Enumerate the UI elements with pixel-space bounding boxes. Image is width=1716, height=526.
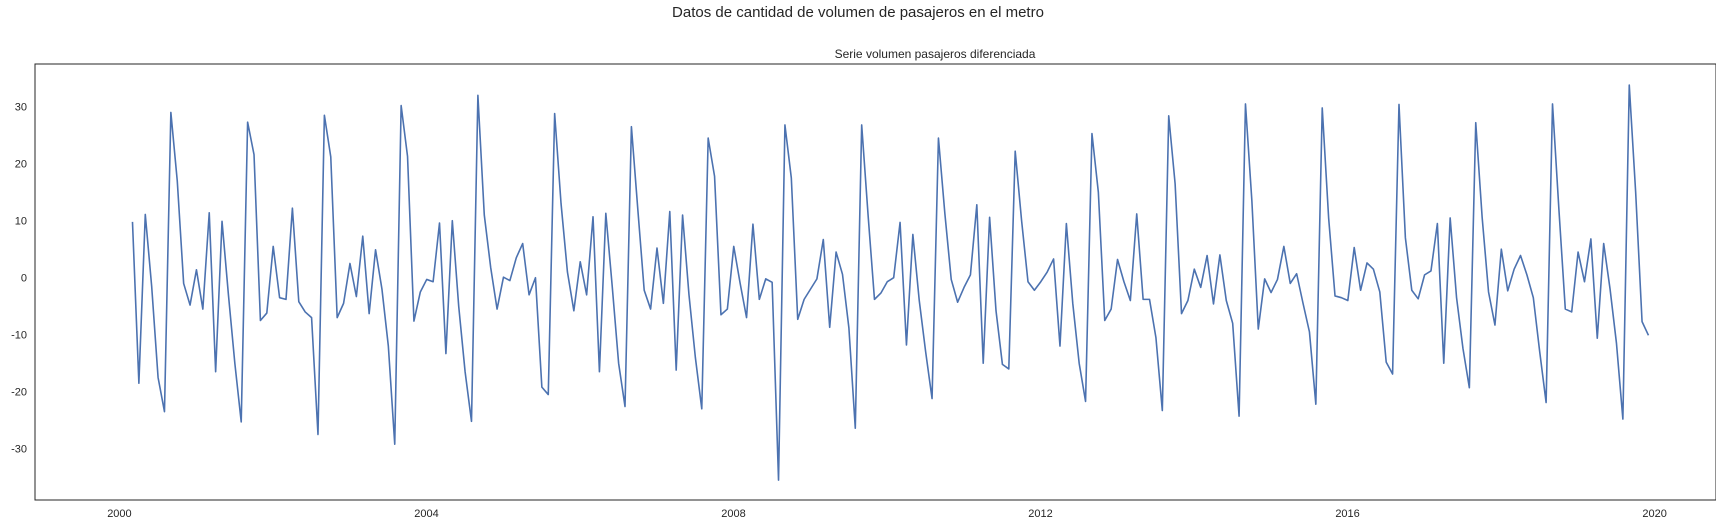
x-tick-label: 2000 [107, 508, 131, 520]
y-tick-label: 10 [15, 216, 27, 228]
x-tick-label: 2004 [414, 508, 438, 520]
y-tick-label: 20 [15, 159, 27, 171]
x-tick-label: 2012 [1028, 508, 1052, 520]
y-tick-label: 0 [21, 273, 27, 285]
series-line [131, 84, 1650, 481]
figure-suptitle: Datos de cantidad de volumen de pasajero… [672, 4, 1044, 21]
axes-frame [34, 63, 1716, 501]
y-axis: -30 -20 -10 0 10 20 30 [11, 102, 27, 456]
y-tick-label: -30 [11, 444, 27, 456]
y-tick-label: 30 [15, 102, 27, 114]
y-tick-label: -20 [11, 387, 27, 399]
x-tick-label: 2020 [1642, 508, 1666, 520]
chart-title: Serie volumen pasajeros diferenciada [835, 47, 1036, 61]
x-tick-label: 2016 [1335, 508, 1359, 520]
x-axis: 2000 2004 2008 2012 2016 2020 [107, 508, 1667, 520]
plot-area [131, 84, 1650, 481]
y-tick-label: -10 [11, 330, 27, 342]
x-tick-label: 2008 [721, 508, 745, 520]
